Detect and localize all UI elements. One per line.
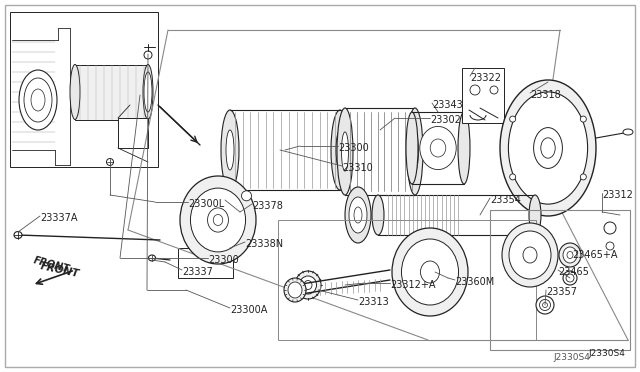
Ellipse shape: [143, 64, 153, 119]
Ellipse shape: [106, 158, 113, 166]
Ellipse shape: [580, 116, 586, 122]
Ellipse shape: [284, 278, 306, 302]
Ellipse shape: [534, 128, 563, 169]
Ellipse shape: [543, 302, 547, 308]
Text: J2330S4: J2330S4: [588, 350, 625, 359]
Text: FRONT: FRONT: [40, 261, 81, 279]
Ellipse shape: [420, 126, 456, 170]
Ellipse shape: [14, 231, 22, 238]
Ellipse shape: [180, 176, 256, 264]
Ellipse shape: [300, 276, 317, 294]
Text: 23310: 23310: [342, 163, 372, 173]
Ellipse shape: [490, 86, 498, 94]
Ellipse shape: [458, 112, 470, 184]
Ellipse shape: [580, 174, 586, 180]
Ellipse shape: [540, 299, 550, 311]
Text: 23465: 23465: [558, 267, 589, 277]
Ellipse shape: [623, 129, 633, 135]
Ellipse shape: [559, 243, 581, 267]
Ellipse shape: [392, 228, 468, 316]
Ellipse shape: [221, 110, 239, 190]
Ellipse shape: [337, 108, 353, 195]
Ellipse shape: [24, 78, 52, 122]
Text: 23337: 23337: [182, 267, 213, 277]
Ellipse shape: [509, 231, 551, 279]
Text: 23337A: 23337A: [40, 213, 77, 223]
Bar: [10, 12, 158, 167]
Text: 23318: 23318: [530, 90, 561, 100]
Ellipse shape: [207, 208, 228, 232]
Ellipse shape: [406, 112, 418, 184]
Ellipse shape: [342, 132, 349, 171]
Polygon shape: [75, 65, 148, 120]
Ellipse shape: [401, 239, 458, 305]
Ellipse shape: [470, 85, 480, 95]
Ellipse shape: [191, 188, 246, 252]
Bar: [462, 68, 504, 123]
Ellipse shape: [144, 72, 152, 112]
Ellipse shape: [541, 138, 556, 158]
Ellipse shape: [536, 296, 554, 314]
Text: 23378: 23378: [252, 201, 283, 211]
Ellipse shape: [509, 174, 516, 180]
Ellipse shape: [563, 271, 577, 285]
Text: 23312: 23312: [602, 190, 633, 200]
Ellipse shape: [345, 187, 371, 243]
Text: 23322: 23322: [470, 73, 501, 83]
Ellipse shape: [295, 271, 321, 299]
Ellipse shape: [226, 130, 234, 170]
Ellipse shape: [563, 247, 577, 263]
Ellipse shape: [500, 80, 596, 216]
Ellipse shape: [148, 255, 156, 261]
Ellipse shape: [420, 261, 440, 283]
Text: 23343: 23343: [432, 100, 463, 110]
Ellipse shape: [529, 195, 541, 235]
Text: 23300A: 23300A: [230, 305, 268, 315]
Bar: [118, 118, 148, 148]
Text: 23354: 23354: [490, 195, 521, 205]
Ellipse shape: [331, 110, 349, 190]
Text: 23357: 23357: [546, 287, 577, 297]
Text: 23465+A: 23465+A: [572, 250, 618, 260]
Ellipse shape: [566, 274, 574, 282]
Ellipse shape: [412, 132, 419, 171]
Ellipse shape: [430, 139, 446, 157]
Ellipse shape: [213, 215, 223, 225]
Ellipse shape: [407, 108, 423, 195]
Ellipse shape: [354, 207, 362, 223]
Bar: [490, 210, 630, 350]
Text: 23360M: 23360M: [455, 277, 494, 287]
Ellipse shape: [304, 280, 312, 289]
Ellipse shape: [567, 251, 573, 259]
Ellipse shape: [606, 242, 614, 250]
Text: 23302: 23302: [430, 115, 461, 125]
Text: 23313: 23313: [358, 297, 388, 307]
Ellipse shape: [349, 197, 367, 233]
Ellipse shape: [508, 92, 588, 204]
Ellipse shape: [19, 70, 57, 130]
Text: J2330S4: J2330S4: [553, 353, 590, 362]
Ellipse shape: [336, 130, 344, 170]
Text: 23312+A: 23312+A: [390, 280, 435, 290]
Text: 23338N: 23338N: [245, 239, 283, 249]
Text: 23300: 23300: [208, 255, 239, 265]
Ellipse shape: [144, 51, 152, 59]
Ellipse shape: [502, 223, 558, 287]
Ellipse shape: [604, 222, 616, 234]
Text: 23300: 23300: [338, 143, 369, 153]
Ellipse shape: [70, 64, 80, 119]
Text: FRONT: FRONT: [33, 255, 71, 275]
Ellipse shape: [523, 247, 537, 263]
Bar: [278, 220, 536, 340]
Bar: [178, 248, 233, 278]
Ellipse shape: [288, 282, 302, 298]
Ellipse shape: [31, 89, 45, 111]
Text: 23300L: 23300L: [188, 199, 224, 209]
Ellipse shape: [372, 195, 384, 235]
Ellipse shape: [241, 191, 252, 201]
Ellipse shape: [509, 116, 516, 122]
